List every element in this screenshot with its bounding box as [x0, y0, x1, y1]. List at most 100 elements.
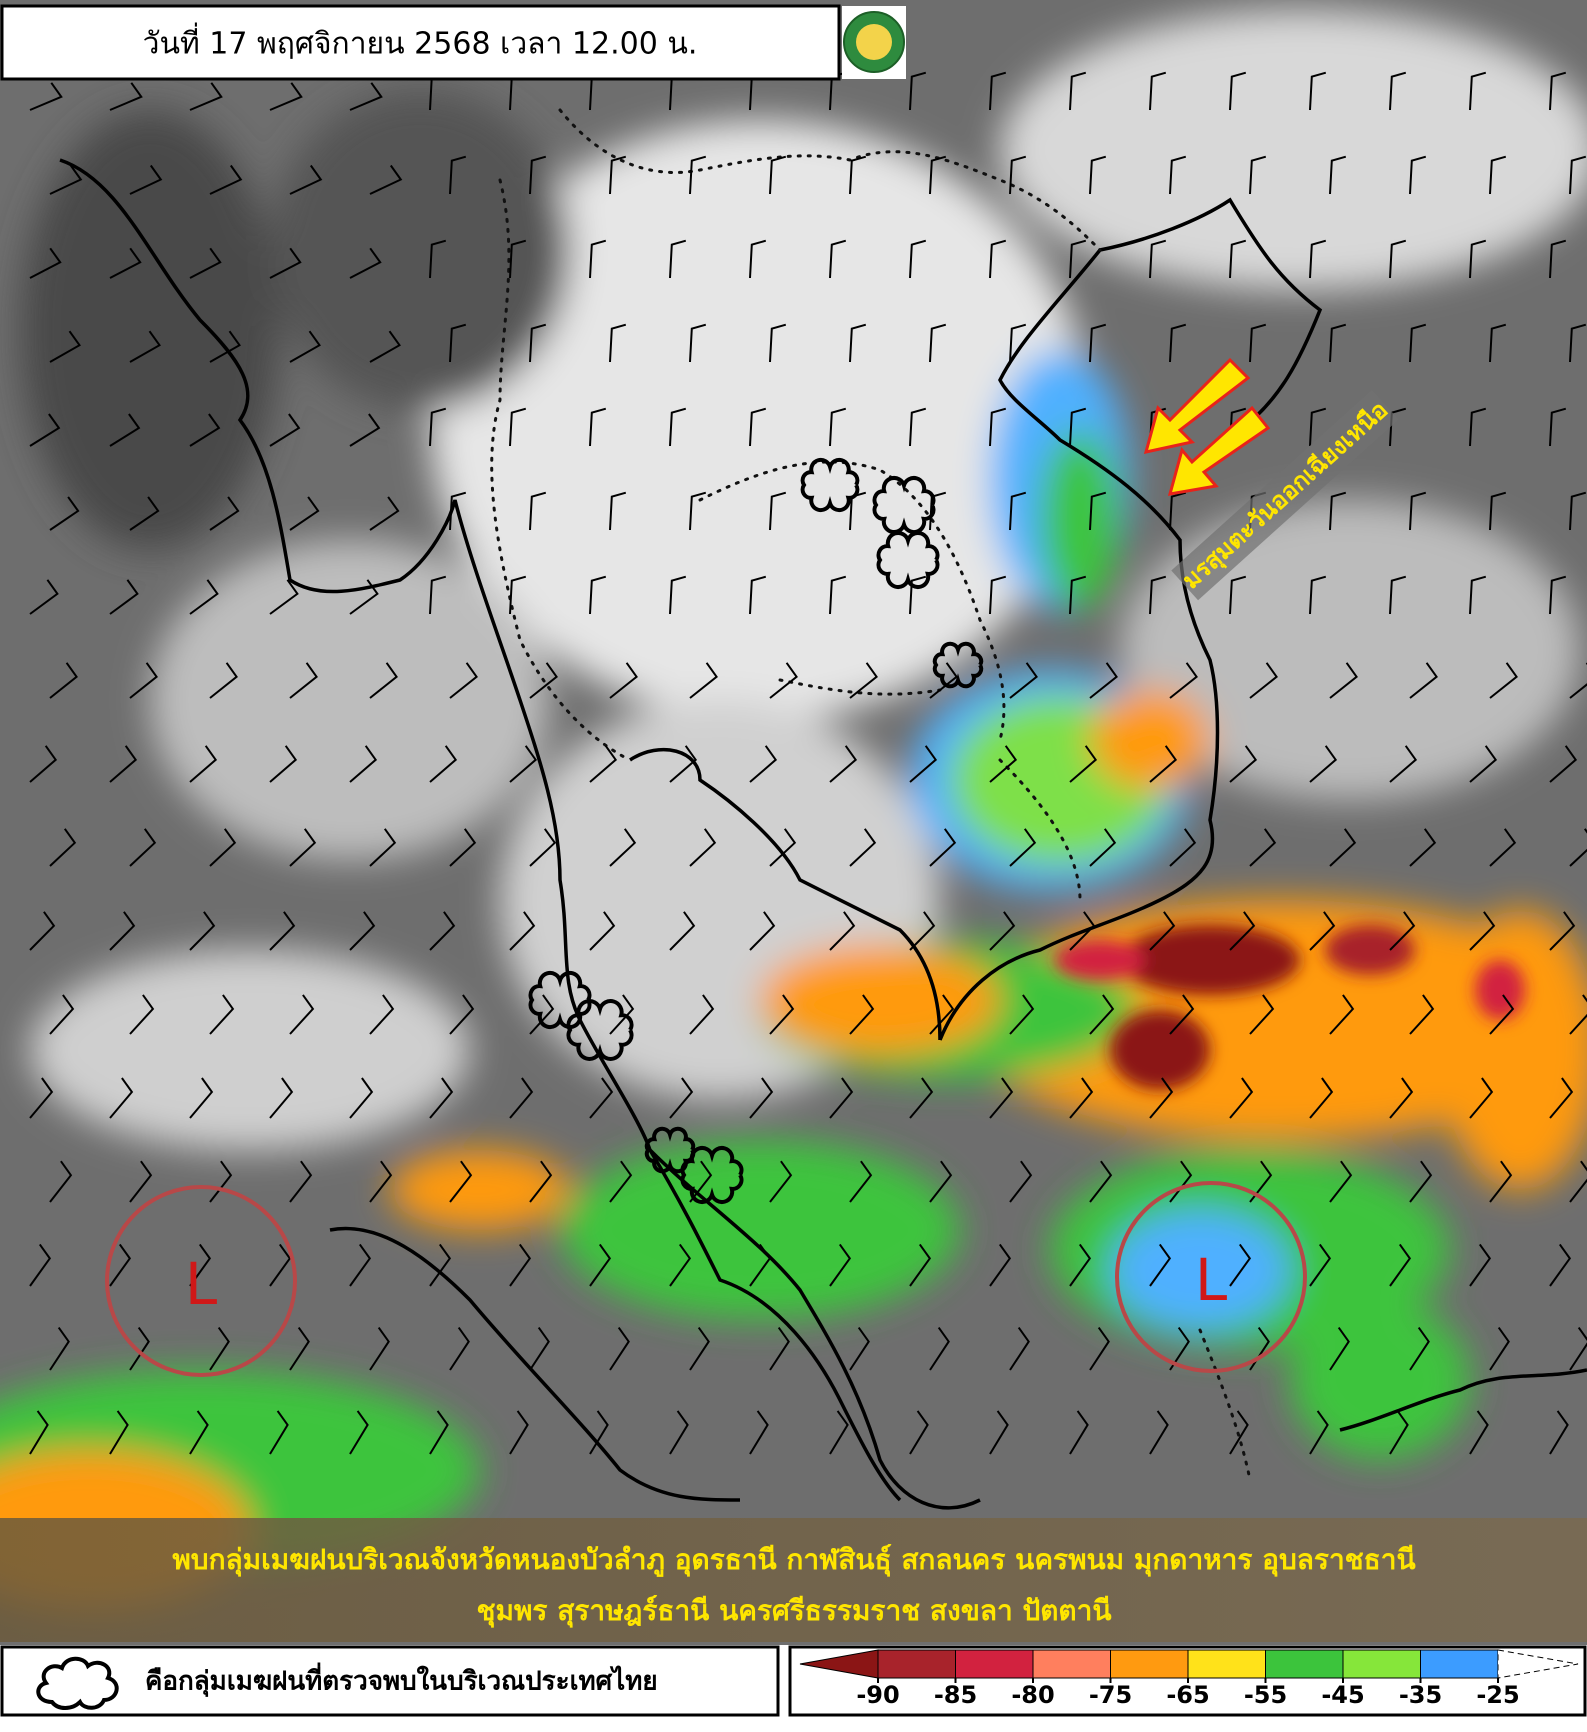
wind-barb: [529, 994, 555, 1035]
wind-barb: [1549, 745, 1578, 783]
wind-barb: [109, 745, 138, 783]
wind-barb: [209, 662, 238, 699]
wind-barb: [509, 239, 527, 279]
wind-barb: [1469, 1410, 1489, 1455]
wind-barb: [589, 575, 607, 615]
wind-barb: [849, 155, 867, 195]
wind-barb: [1569, 662, 1587, 699]
wind-barb: [129, 1160, 153, 1203]
wind-barb: [349, 247, 382, 279]
wind-barb: [609, 1160, 633, 1203]
wind-barb: [829, 407, 847, 447]
wind-barb: [589, 407, 607, 447]
wind-barb: [109, 413, 141, 447]
wind-barb: [749, 575, 767, 615]
wind-barb: [1549, 911, 1576, 951]
wind-barb: [129, 1327, 150, 1371]
wind-barb: [849, 491, 867, 531]
coastlines: [59, 158, 1587, 1510]
wind-barb: [989, 407, 1007, 447]
wind-barb: [669, 407, 687, 447]
wind-barb: [429, 1077, 454, 1119]
colorbar-tick-label: -80: [1011, 1681, 1054, 1709]
map-shape: [1290, 1300, 1470, 1460]
wind-barb: [1089, 323, 1107, 363]
wind-barb: [1389, 1410, 1409, 1455]
wind-barb: [29, 745, 58, 783]
map-shape: [150, 540, 550, 860]
wind-barb: [1009, 828, 1037, 867]
wind-barb: [269, 579, 299, 615]
wind-barb: [829, 1077, 854, 1119]
map-shape: [698, 460, 1006, 742]
wind-barb: [1229, 239, 1247, 279]
wind-barb: [1169, 828, 1197, 867]
wind-barb: [1249, 994, 1275, 1035]
wind-barb: [49, 330, 81, 363]
wind-barb: [829, 911, 856, 951]
logo: [842, 6, 906, 79]
wind-barb: [349, 1410, 369, 1455]
wind-barb: [1469, 71, 1487, 111]
rain-cloud-symbol: [680, 1145, 744, 1205]
wind-barb: [669, 745, 698, 783]
wind-barb: [1009, 1160, 1033, 1203]
wind-barb: [1309, 1410, 1329, 1455]
map-shape: [1475, 960, 1525, 1020]
cold-cloud-tops: [1055, 925, 1525, 1090]
wind-barb: [269, 1243, 292, 1287]
wind-barb: [769, 1327, 790, 1371]
wind-barb: [1329, 1160, 1353, 1203]
wind-barb: [1069, 407, 1087, 447]
wind-barb: [1389, 71, 1407, 111]
wind-barb: [1409, 662, 1438, 699]
wind-barb: [909, 745, 938, 783]
wind-barb: [1249, 155, 1267, 195]
colorbar-segment: [1110, 1649, 1189, 1679]
wind-barb: [1569, 994, 1587, 1035]
wind-barb: [529, 323, 547, 363]
colorbar-tick-label: -90: [856, 1681, 899, 1709]
wind-barb: [1389, 1077, 1414, 1119]
wind-barb: [429, 1243, 452, 1287]
wind-barb: [369, 330, 401, 363]
wind-barb: [1229, 1243, 1252, 1287]
wind-barb: [1469, 239, 1487, 279]
wind-barb: [1489, 994, 1515, 1035]
wind-barb: [189, 413, 221, 447]
wind-barb: [669, 1410, 689, 1455]
caption-line: ชุมพร สุราษฎร์ธานี นครศรีธรรมราช สงขลา ป…: [477, 1594, 1112, 1628]
wind-barb: [49, 662, 78, 699]
wind-barb: [589, 239, 607, 279]
wind-barb: [689, 1160, 713, 1203]
wind-barb: [1569, 828, 1587, 867]
borders: [490, 108, 1252, 1482]
wind-barb: [189, 1243, 212, 1287]
wind-barb: [529, 1160, 553, 1203]
rain-cloud-symbol: [566, 999, 634, 1061]
wind-barb: [509, 1243, 532, 1287]
wind-barb: [1149, 1077, 1174, 1119]
wind-barb: [529, 662, 558, 699]
wind-barb: [1309, 239, 1327, 279]
wind-barb: [929, 1327, 950, 1371]
wind-barb: [1249, 828, 1277, 867]
wind-barb: [829, 239, 847, 279]
map-shape: [1055, 940, 1145, 980]
header-title: วันที่ 17 พฤศจิกายน 2568 เวลา 12.00 น.: [143, 23, 698, 62]
colorbar-tick-label: -85: [934, 1681, 977, 1709]
wind-barb: [129, 828, 157, 867]
wind-barb: [989, 745, 1018, 783]
wind-barb: [1089, 994, 1115, 1035]
colorbar: -90 -85 -80 -75 -65 -55 -45 -35 -25: [799, 1649, 1579, 1709]
wind-barb: [769, 155, 787, 195]
wind-barb: [1329, 828, 1357, 867]
map-shape: [558, 108, 1102, 252]
wind-barb: [689, 662, 718, 699]
wind-barb: [909, 407, 927, 447]
wind-barb: [609, 1327, 630, 1371]
wind-barb: [429, 911, 456, 951]
colorbar-over: [1497, 1649, 1579, 1679]
wind-barb: [49, 828, 77, 867]
